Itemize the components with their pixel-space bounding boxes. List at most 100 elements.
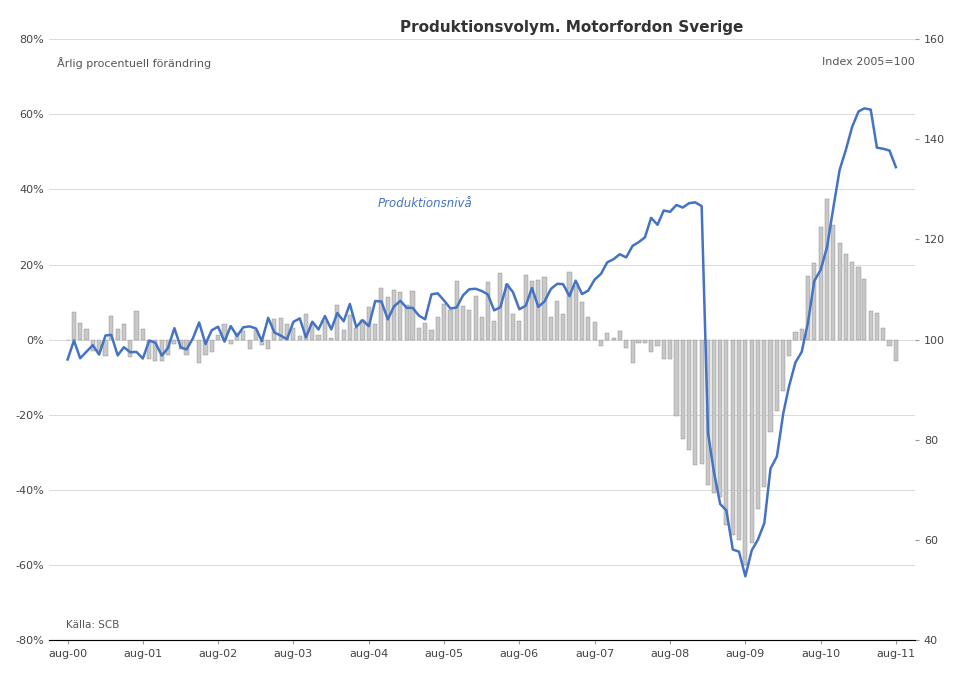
Bar (423, 324, 427, 340)
Bar (209, 340, 214, 352)
Bar (197, 340, 202, 363)
Bar (392, 290, 396, 340)
Bar (486, 282, 490, 340)
Bar (530, 281, 534, 340)
Bar (887, 340, 892, 346)
Bar (285, 324, 289, 340)
Bar (806, 276, 810, 340)
Bar (184, 340, 188, 355)
Bar (605, 333, 610, 340)
Bar (656, 340, 660, 346)
Bar (97, 340, 101, 350)
Bar (592, 322, 597, 340)
Bar (291, 328, 296, 340)
Bar (104, 340, 108, 355)
Bar (881, 328, 885, 340)
Bar (386, 297, 390, 340)
Bar (862, 279, 866, 340)
Bar (700, 340, 704, 464)
Bar (851, 262, 854, 340)
Bar (492, 321, 496, 340)
Bar (693, 340, 697, 464)
Text: Index 2005=100: Index 2005=100 (822, 57, 915, 67)
Bar (273, 319, 276, 340)
Bar (317, 335, 321, 340)
Bar (505, 284, 509, 340)
Bar (599, 340, 603, 346)
Bar (837, 243, 842, 340)
Bar (448, 310, 452, 340)
Bar (480, 317, 484, 340)
Bar (468, 310, 471, 340)
Text: Källa: SCB: Källa: SCB (66, 620, 119, 630)
Bar (844, 253, 848, 340)
Bar (147, 340, 152, 359)
Bar (228, 340, 232, 344)
Bar (335, 305, 339, 340)
Bar (498, 273, 502, 340)
Bar (542, 278, 546, 340)
Bar (731, 340, 734, 535)
Bar (223, 324, 227, 340)
Bar (398, 292, 402, 340)
Bar (668, 340, 672, 359)
Bar (787, 340, 791, 356)
Bar (812, 263, 816, 340)
Bar (473, 296, 478, 340)
Bar (781, 340, 785, 391)
Bar (115, 329, 120, 340)
Bar (687, 340, 691, 450)
Bar (537, 280, 540, 340)
Bar (511, 314, 515, 340)
Bar (360, 320, 365, 340)
Bar (429, 330, 434, 340)
Bar (417, 328, 421, 340)
Bar (894, 340, 898, 361)
Bar (173, 340, 177, 344)
Bar (875, 313, 879, 340)
Bar (204, 340, 207, 355)
Bar (661, 340, 666, 359)
Bar (675, 340, 679, 417)
Bar (278, 318, 283, 340)
Bar (631, 340, 635, 363)
Bar (750, 340, 754, 543)
Bar (612, 338, 615, 340)
Bar (72, 312, 76, 340)
Bar (825, 200, 829, 340)
Bar (856, 267, 860, 340)
Bar (304, 314, 308, 340)
Bar (241, 331, 246, 340)
Bar (442, 304, 446, 340)
Bar (587, 317, 590, 340)
Bar (718, 340, 722, 497)
Bar (768, 340, 773, 432)
Bar (166, 340, 170, 355)
Bar (109, 316, 113, 340)
Bar (298, 336, 301, 340)
Bar (725, 340, 729, 526)
Bar (154, 340, 157, 361)
Bar (323, 321, 327, 340)
Bar (159, 340, 164, 361)
Bar (762, 340, 766, 487)
Bar (141, 329, 145, 340)
Bar (354, 328, 358, 340)
Bar (624, 340, 628, 348)
Bar (436, 317, 440, 340)
Bar (78, 323, 83, 340)
Bar (800, 329, 804, 340)
Bar (775, 340, 779, 410)
Bar (573, 286, 578, 340)
Bar (517, 321, 521, 340)
Text: Produktionsnivå: Produktionsnivå (378, 197, 472, 210)
Bar (329, 338, 333, 340)
Bar (90, 340, 95, 350)
Bar (743, 340, 748, 565)
Text: Produktionsvolym. Motorfordon Sverige: Produktionsvolym. Motorfordon Sverige (399, 20, 743, 35)
Bar (580, 302, 584, 340)
Bar (260, 340, 264, 345)
Bar (549, 317, 553, 340)
Bar (567, 272, 571, 340)
Bar (455, 281, 459, 340)
